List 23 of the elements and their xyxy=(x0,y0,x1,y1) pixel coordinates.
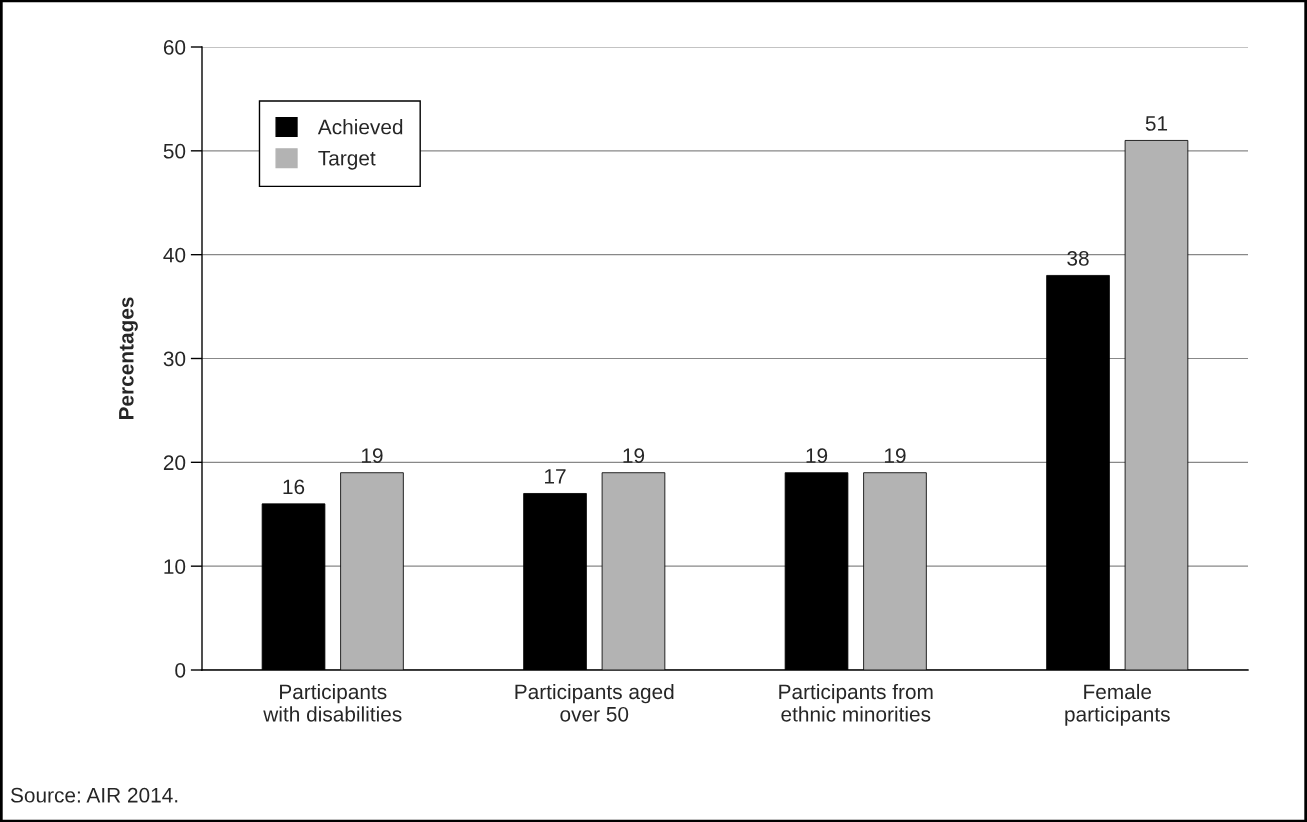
y-tick-label: 20 xyxy=(163,455,186,471)
data-label: 19 xyxy=(623,448,645,464)
y-tick-label: 30 xyxy=(163,351,186,367)
y-tick-label: 40 xyxy=(163,247,186,263)
data-label: 51 xyxy=(1145,116,1168,131)
x-tick-label: Participants from ethnic minorities xyxy=(779,683,933,722)
x-tick-label: Participants with disabilities xyxy=(263,683,402,722)
y-tick-label: 50 xyxy=(163,143,186,159)
legend-label: Achieved xyxy=(317,119,403,135)
y-tick-label: 10 xyxy=(164,559,186,574)
data-label: 17 xyxy=(545,469,566,484)
legend-label: Target xyxy=(318,151,376,170)
source-note: Source: AIR 2014. xyxy=(10,787,178,803)
y-axis-title: Percentages xyxy=(119,297,138,420)
data-label: 19 xyxy=(884,448,906,464)
data-label: 19 xyxy=(806,448,828,464)
y-tick-label: 0 xyxy=(175,663,186,678)
y-tick-label: 60 xyxy=(163,40,186,55)
x-tick-label: Female participants xyxy=(1065,683,1170,726)
data-label: 16 xyxy=(283,479,305,495)
x-tick-label: Participants aged over 50 xyxy=(515,683,674,722)
data-label: 19 xyxy=(361,448,383,464)
data-label: 38 xyxy=(1067,251,1089,266)
